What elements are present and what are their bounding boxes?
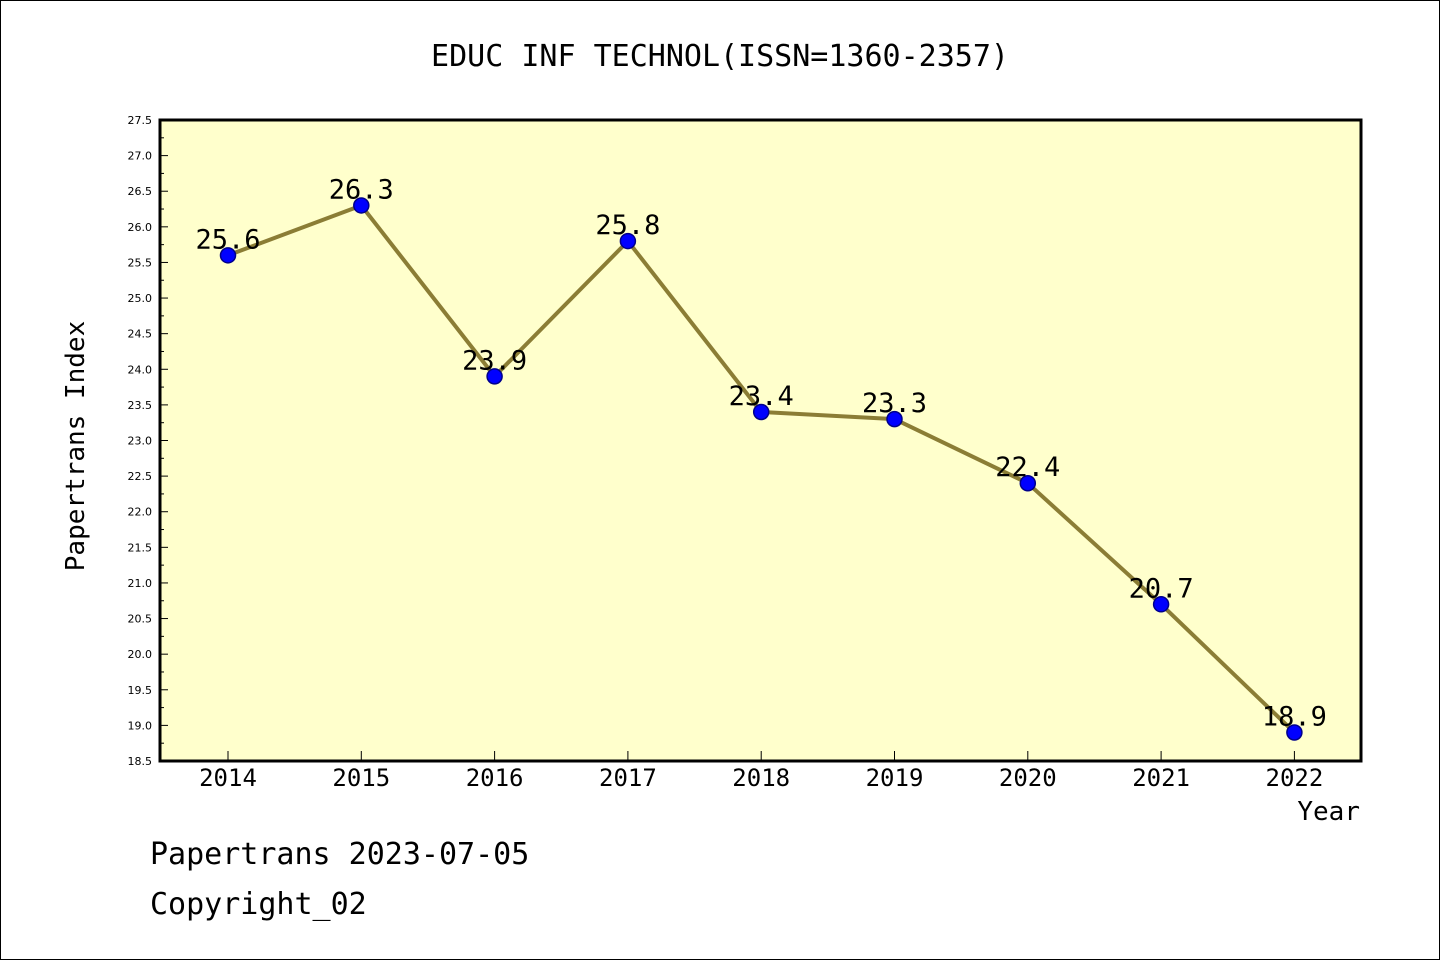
data-point [219,247,237,264]
data-point [1286,724,1303,741]
y-tick-label: 20.5 [128,613,153,626]
y-tick-label: 25.5 [128,256,153,269]
data-label: 25.6 [195,224,260,255]
data-point [886,410,903,428]
data-point [1152,596,1170,613]
x-axis-label: Year [1297,797,1360,827]
y-tick-label: 27.0 [128,150,153,163]
data-point [752,403,770,421]
y-tick-label: 21.0 [128,577,153,590]
y-tick-label: 24.5 [128,328,153,341]
footer-line-2: Copyright_02 [150,887,367,922]
x-tick-label: 2018 [732,764,790,792]
y-tick-label: 20.0 [128,648,153,661]
x-tick-label: 2020 [999,764,1057,792]
data-label: 18.9 [1262,702,1327,733]
chart-title: EDUC INF TECHNOL(ISSN=1360-2357) [431,39,1009,74]
data-point [619,232,637,250]
y-tick-label: 25.0 [128,292,153,305]
x-tick-label: 2014 [199,764,257,792]
x-tick-label: 2016 [466,764,524,792]
data-label: 23.9 [462,345,527,376]
data-point [1019,474,1037,492]
y-axis-label: Papertrans Index [61,321,91,571]
y-tick-label: 19.0 [128,719,153,732]
data-point [353,197,370,214]
data-labels: 25.6 26.3 23.9 25.8 23.4 23.3 22.4 20.7 18.9 [195,174,1326,732]
data-label: 23.3 [862,388,927,419]
y-tick-label: 18.5 [128,755,153,768]
y-tick-label: 26.5 [128,185,153,198]
data-label: 26.3 [329,174,394,205]
data-label: 20.7 [1129,573,1194,604]
y-tick-label: 23.5 [128,399,153,412]
y-tick-label: 23.0 [128,435,153,448]
y-tick-label: 27.5 [128,114,153,127]
data-label: 25.8 [595,210,660,241]
data-point [486,368,503,385]
y-axis-ticks: 18.5 19.0 19.5 20.0 20.5 21.0 21.5 22.0 22.5 23.0… [128,114,168,768]
y-tick-label: 22.5 [128,470,153,483]
x-axis-ticks: 2014 2015 2016 2017 2018 2019 2020 2021 2022 [199,751,1323,792]
x-tick-label: 2022 [1266,764,1324,792]
x-tick-label: 2015 [332,764,390,792]
x-tick-label: 2019 [866,764,924,792]
series-markers [219,197,1303,741]
x-tick-label: 2021 [1132,764,1190,792]
data-label: 22.4 [995,452,1060,483]
plot-area [158,118,1363,763]
data-label: 23.4 [729,381,794,412]
footer-line-1: Papertrans 2023-07-05 [150,837,529,872]
y-tick-label: 19.5 [128,684,153,697]
y-tick-label: 22.0 [128,506,153,519]
y-tick-label: 24.0 [128,363,153,376]
y-tick-label: 26.0 [128,221,153,234]
y-tick-label: 21.5 [128,541,153,554]
x-tick-label: 2017 [599,764,657,792]
